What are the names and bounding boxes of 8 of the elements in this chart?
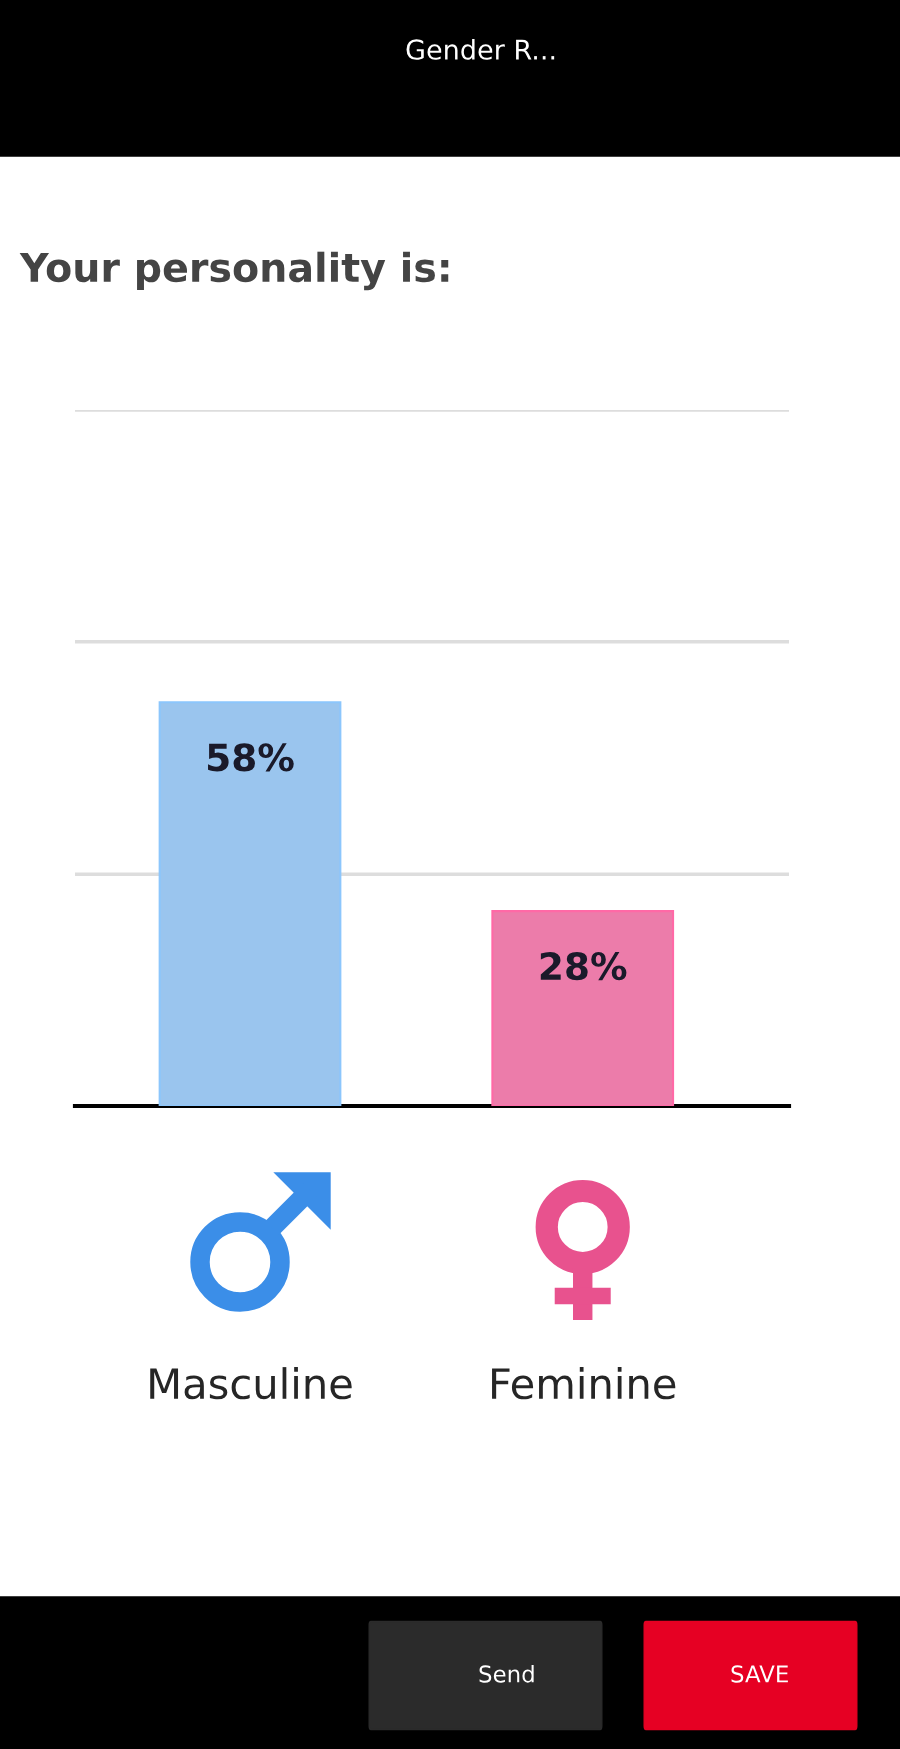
data-label: 28% <box>540 951 627 981</box>
x-tick-label: Feminine <box>492 1367 676 1400</box>
text: SAVE <box>731 1665 788 1683</box>
x-tick-label: Masculine <box>150 1367 352 1400</box>
data-label: 58% <box>208 743 294 772</box>
text: Gender R... <box>406 38 555 60</box>
text: Send <box>479 1664 534 1683</box>
chart-title: Your personality is: <box>19 251 449 291</box>
